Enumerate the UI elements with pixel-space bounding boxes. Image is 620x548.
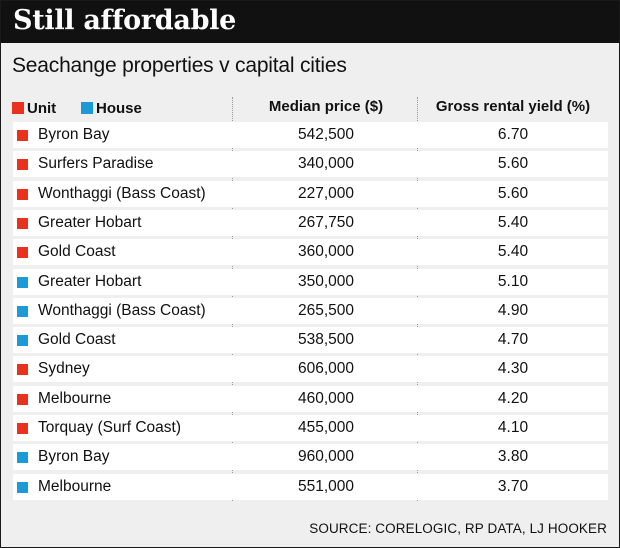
row-type-swatch [17,364,28,375]
row-type-swatch [17,247,28,258]
row-median-price: 265,500 [297,302,355,319]
row-median-price: 455,000 [297,419,355,436]
row-type-swatch [17,218,28,229]
table-row: Byron Bay 542,500 6.70 [13,122,608,148]
row-type-swatch [17,394,28,405]
row-gross-rental-yield: 3.80 [497,448,529,465]
row-type-swatch [17,452,28,463]
row-gross-rental-yield: 5.60 [497,185,529,202]
row-median-price: 360,000 [297,243,355,260]
row-location: Greater Hobart [38,273,142,290]
row-median-price: 460,000 [297,390,355,407]
row-median-price: 267,750 [297,214,355,231]
column-header-median-price: Median price ($) [268,98,384,115]
table-row: Greater Hobart 267,750 5.40 [13,210,608,236]
row-median-price: 551,000 [297,478,355,495]
row-type-swatch [17,423,28,434]
row-location: Surfers Paradise [38,155,154,172]
table-row: Greater Hobart 350,000 5.10 [13,269,608,295]
row-median-price: 350,000 [297,273,355,290]
row-median-price: 538,500 [297,331,355,348]
row-gross-rental-yield: 4.70 [497,331,529,348]
legend-label-house: House [96,100,142,117]
row-type-swatch [17,306,28,317]
legend-swatch-house [81,102,93,114]
row-location: Wonthaggi (Bass Coast) [38,302,206,319]
row-type-swatch [17,277,28,288]
row-type-swatch [17,159,28,170]
row-gross-rental-yield: 5.10 [497,273,529,290]
table-row: Wonthaggi (Bass Coast) 265,500 4.90 [13,298,608,324]
row-type-swatch [17,130,28,141]
legend-label-unit: Unit [27,100,57,117]
row-type-swatch [17,189,28,200]
row-location: Greater Hobart [38,214,142,231]
row-median-price: 340,000 [297,155,355,172]
row-gross-rental-yield: 5.40 [497,243,529,260]
source-note: SOURCE: CORELOGIC, RP DATA, LJ HOOKER [309,521,607,536]
row-gross-rental-yield: 4.30 [497,360,529,377]
row-location: Byron Bay [38,126,110,143]
row-location: Gold Coast [38,243,116,260]
table-row: Gold Coast 360,000 5.40 [13,239,608,265]
table-row: Melbourne 460,000 4.20 [13,386,608,412]
row-location: Gold Coast [38,331,116,348]
row-location: Melbourne [38,478,112,495]
table-row: Sydney 606,000 4.30 [13,356,608,382]
row-median-price: 542,500 [297,126,355,143]
table-row: Wonthaggi (Bass Coast) 227,000 5.60 [13,181,608,207]
row-type-swatch [17,335,28,346]
row-gross-rental-yield: 4.90 [497,302,529,319]
row-type-swatch [17,482,28,493]
row-median-price: 960,000 [297,448,355,465]
title-banner: Still affordable [1,1,619,43]
row-gross-rental-yield: 4.20 [497,390,529,407]
row-location: Torquay (Surf Coast) [38,419,181,436]
row-gross-rental-yield: 4.10 [497,419,529,436]
table-row: Torquay (Surf Coast) 455,000 4.10 [13,415,608,441]
row-gross-rental-yield: 6.70 [497,126,529,143]
row-gross-rental-yield: 3.70 [497,478,529,495]
chart-subtitle: Seachange properties v capital cities [12,54,347,77]
legend-item-house: House [81,100,142,117]
row-location: Byron Bay [38,448,110,465]
row-gross-rental-yield: 5.40 [497,214,529,231]
row-location: Melbourne [38,390,112,407]
row-location: Sydney [38,360,90,377]
chart-title: Still affordable [13,5,236,36]
legend-item-unit: Unit [12,100,56,117]
row-gross-rental-yield: 5.60 [497,155,529,172]
table-row: Melbourne 551,000 3.70 [13,474,608,500]
table-row: Gold Coast 538,500 4.70 [13,327,608,353]
table-row: Byron Bay 960,000 3.80 [13,444,608,470]
row-location: Wonthaggi (Bass Coast) [38,185,206,202]
row-median-price: 606,000 [297,360,355,377]
legend-swatch-unit [12,102,24,114]
table-row: Surfers Paradise 340,000 5.60 [13,151,608,177]
column-header-rental-yield: Gross rental yield (%) [435,98,591,115]
row-median-price: 227,000 [297,185,355,202]
